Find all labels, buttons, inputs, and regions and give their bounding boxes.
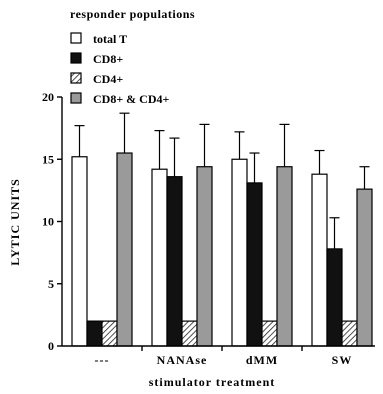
bar-cd4--dmm: [261, 320, 278, 347]
error-bars-group: [74, 112, 370, 249]
legend-swatch: [70, 92, 82, 104]
y-axis-title: LYTIC UNITS: [8, 178, 22, 266]
legend-title: responder populations: [70, 7, 195, 21]
bar-cd4--nanase: [181, 320, 198, 347]
legend-swatch: [70, 32, 82, 44]
legend: responder populations total T CD8+ CD4+ CD8…: [70, 7, 195, 106]
x-category-label: NANAse: [157, 353, 208, 367]
y-tick-label: 15: [42, 152, 54, 166]
legend-label: CD4+: [93, 72, 123, 86]
bar-total-t-: [71, 156, 88, 347]
legend-swatch: [70, 72, 82, 84]
bar-cd8-cd4--nanase: [196, 166, 213, 347]
bar-cd8-cd4--: [116, 152, 133, 347]
x-axis-title: stimulator treatment: [149, 375, 276, 389]
bar-cd8--dmm: [246, 182, 263, 347]
bar-cd4--: [101, 320, 118, 347]
bars-group: [71, 152, 373, 347]
bar-cd4--sw: [341, 320, 358, 347]
bar-cd8--nanase: [166, 176, 183, 347]
axes-group: 0 5 10 15 20 --- NANAse dMM SW: [42, 90, 375, 367]
bar-cd8--sw: [326, 248, 343, 347]
legend-items: total T CD8+ CD4+ CD8+ & CD4+: [70, 32, 169, 106]
legend-swatch: [70, 52, 82, 64]
legend-label: total T: [93, 32, 127, 46]
x-category-label: dMM: [246, 353, 278, 367]
bar-cd8--: [86, 320, 103, 347]
y-tick-label: 5: [48, 277, 54, 291]
x-category-label: SW: [332, 353, 353, 367]
y-tick-label: 10: [42, 215, 54, 229]
legend-label: CD8+ & CD4+: [93, 92, 169, 106]
bar-cd8-cd4--dmm: [276, 166, 293, 347]
bar-total-t-nanase: [151, 168, 168, 347]
bar-total-t-sw: [311, 173, 328, 347]
x-category-label: ---: [95, 353, 110, 367]
bar-total-t-dmm: [231, 158, 248, 347]
y-tick-label: 20: [42, 90, 54, 104]
y-tick-label: 0: [48, 339, 54, 353]
legend-label: CD8+: [93, 52, 123, 66]
bar-cd8-cd4--sw: [356, 188, 373, 347]
